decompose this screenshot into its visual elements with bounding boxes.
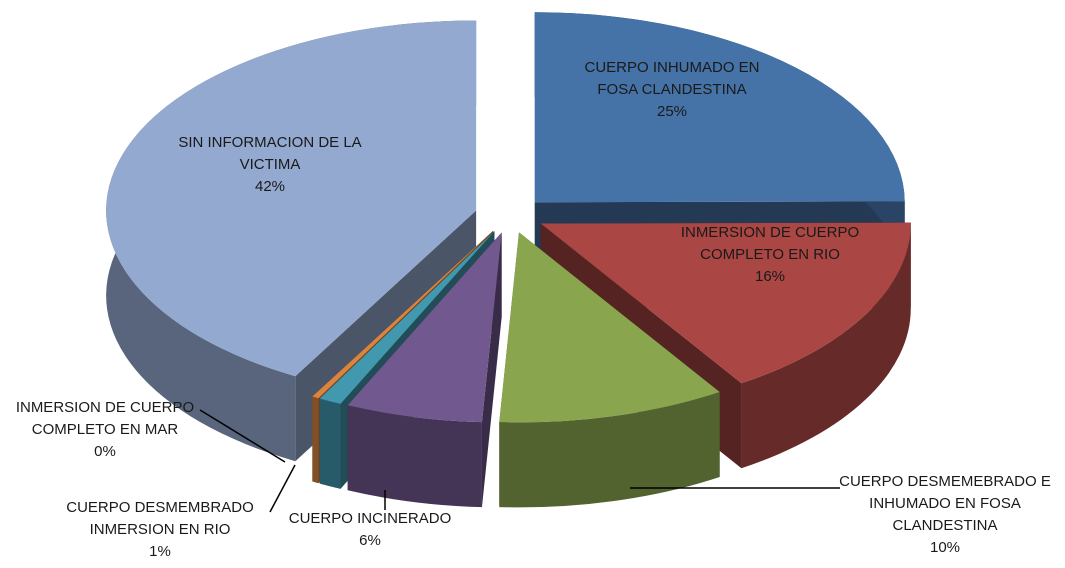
slice-wall (312, 396, 319, 484)
percent-label: 10% (929, 539, 961, 556)
data-label: CUERPO INHUMADO EN FOSA CLANDESTINA 25% (572, 57, 772, 123)
category-name: INMERSION DE CUERPO COMPLETO EN MAR (15, 399, 195, 438)
slice-top (319, 231, 495, 404)
slice-top (106, 20, 477, 377)
category-name: CUERPO INCINERADO (288, 510, 452, 527)
percent-label: 16% (754, 268, 786, 285)
slice-wall (499, 392, 720, 508)
slice (347, 232, 502, 508)
data-label: CUERPO DESMEMEBRADO E INHUMADO EN FOSA C… (830, 471, 1060, 559)
data-label: CUERPO DESMEMBRADO INMERSION EN RIO 1% (50, 497, 270, 563)
data-label: CUERPO INCINERADO 6% (270, 508, 470, 552)
category-name: SIN INFORMACION DE LA VICTIMA (178, 134, 362, 173)
percent-label: 25% (656, 103, 688, 120)
slice-top (312, 230, 494, 399)
data-label: INMERSION DE CUERPO COMPLETO EN RIO 16% (660, 222, 880, 288)
category-name: INMERSION DE CUERPO COMPLETO EN RIO (680, 224, 860, 263)
slice-wall (319, 398, 341, 489)
slice (499, 232, 720, 508)
percent-label: 0% (94, 443, 116, 460)
percent-label: 1% (149, 543, 171, 560)
slice-top (499, 232, 720, 423)
percent-label: 6% (359, 532, 381, 549)
category-name: CUERPO DESMEMEBRADO E INHUMADO EN FOSA C… (839, 473, 1051, 534)
slice-top (347, 232, 502, 423)
slice-top (534, 12, 905, 203)
percent-label: 42% (254, 178, 286, 195)
slice-wall (347, 405, 482, 508)
slice-wall (741, 222, 911, 469)
category-name: CUERPO INHUMADO EN FOSA CLANDESTINA (584, 59, 760, 98)
slice-top (540, 222, 911, 384)
data-label: SIN INFORMACION DE LA VICTIMA 42% (150, 132, 390, 198)
category-name: CUERPO DESMEMBRADO INMERSION EN RIO (66, 499, 254, 538)
data-label: INMERSION DE CUERPO COMPLETO EN MAR 0% (0, 397, 215, 463)
